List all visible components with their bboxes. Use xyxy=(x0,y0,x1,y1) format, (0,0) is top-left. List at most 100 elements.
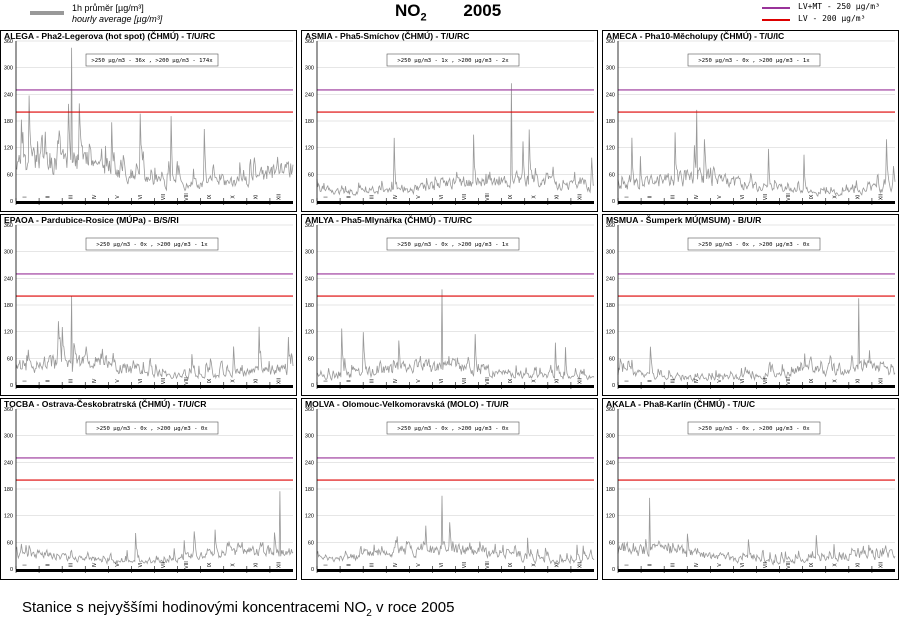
month-label: II xyxy=(648,564,654,567)
y-tick-label: 120 xyxy=(606,146,615,152)
series-line xyxy=(617,109,896,197)
limit-1-label: LV+MT - 250 µg/m³ xyxy=(798,2,880,11)
annotation-box xyxy=(687,421,821,435)
month-label: VII xyxy=(462,378,468,384)
month-label: V xyxy=(115,379,121,383)
figure-caption: Stanice s nejvyššími hodinovými koncentr… xyxy=(22,599,454,619)
annotation-box xyxy=(687,53,821,67)
month-label: IV xyxy=(694,378,700,383)
limit-2-label: LV - 200 µg/m³ xyxy=(798,14,866,23)
annotation-text: >250 µg/m3 - 0x , >200 µg/m3 - 0x xyxy=(96,426,208,432)
y-tick-label: 300 xyxy=(606,250,615,256)
month-label: I xyxy=(23,564,29,565)
y-tick-label: 120 xyxy=(4,514,13,520)
y-tick-label: 180 xyxy=(4,487,13,493)
annotation-text: >250 µg/m3 - 0x , >200 µg/m3 - 0x xyxy=(397,426,509,432)
month-label: VI xyxy=(439,195,445,200)
y-tick-label: 240 xyxy=(4,460,13,466)
y-tick-label: 360 xyxy=(606,223,615,229)
y-tick-label: 240 xyxy=(4,276,13,282)
month-label: XII xyxy=(276,378,282,384)
month-label: VII xyxy=(161,562,167,568)
month-label: III xyxy=(671,379,677,383)
y-tick-label: 300 xyxy=(305,66,314,72)
y-tick-label: 300 xyxy=(305,434,314,440)
month-label: VIII xyxy=(786,561,792,569)
month-label: VIII xyxy=(184,561,190,569)
month-label: I xyxy=(625,564,631,565)
month-label: II xyxy=(347,196,353,199)
month-label: V xyxy=(115,195,121,199)
month-label: VIII xyxy=(485,193,491,201)
month-label: XII xyxy=(577,562,583,568)
y-tick-label: 0 xyxy=(612,383,615,389)
month-label: V xyxy=(115,563,121,567)
y-tick-label: 240 xyxy=(606,460,615,466)
y-tick-label: 180 xyxy=(305,303,314,309)
month-label: I xyxy=(625,380,631,381)
y-tick-label: 300 xyxy=(606,66,615,72)
series-line xyxy=(316,83,595,196)
month-label: XII xyxy=(276,194,282,200)
month-label: VI xyxy=(740,563,746,568)
chart-panel: AKALA - Pha8-Karlín (ČHMÚ) - T/U/C 0 60 120… xyxy=(602,398,899,580)
y-tick-label: 360 xyxy=(4,407,13,413)
month-label: X xyxy=(230,379,236,383)
month-label: IV xyxy=(393,378,399,383)
month-label: II xyxy=(347,564,353,567)
y-tick-label: 120 xyxy=(4,330,13,336)
y-tick-label: 180 xyxy=(305,119,314,125)
chart-panel: AMECA - Pha10-Měcholupy (ČHMÚ) - T/U/IC 0… xyxy=(602,30,899,212)
month-label: I xyxy=(23,196,29,197)
y-tick-label: 60 xyxy=(308,172,314,178)
series-legend-label-en: hourly average [µg/m³] xyxy=(72,14,163,24)
month-label: VIII xyxy=(485,377,491,385)
month-label: VII xyxy=(763,562,769,568)
y-tick-label: 360 xyxy=(4,223,13,229)
month-label: X xyxy=(230,563,236,567)
month-label: VII xyxy=(763,194,769,200)
chart-panel: MOLVA - Olomouc-Velkomoravská (MOLO) - T… xyxy=(301,398,598,580)
month-label: X xyxy=(832,195,838,199)
month-label: V xyxy=(717,563,723,567)
y-tick-label: 240 xyxy=(606,276,615,282)
month-label: VII xyxy=(763,378,769,384)
month-label: VI xyxy=(740,195,746,200)
month-label: XII xyxy=(878,562,884,568)
y-tick-label: 240 xyxy=(305,92,314,98)
panel-title: MOLVA - Olomouc-Velkomoravská (MOLO) - T… xyxy=(305,399,510,409)
y-tick-label: 240 xyxy=(606,92,615,98)
y-tick-label: 60 xyxy=(7,356,13,362)
month-label: II xyxy=(46,380,52,383)
chart-panel: EPAOA - Pardubice-Rosice (MÚPa) - B/S/RI… xyxy=(0,214,297,396)
month-label: III xyxy=(370,563,376,567)
month-label: I xyxy=(324,380,330,381)
month-label: XII xyxy=(878,378,884,384)
chart-panel: MSMUA - Šumperk MÚ(MSUM) - B/U/R 0 60 120 18… xyxy=(602,214,899,396)
month-label: III xyxy=(69,563,75,567)
limit-legend-row-1: LV+MT - 250 µg/m³ xyxy=(762,2,897,14)
panel-title: EPAOA - Pardubice-Rosice (MÚPa) - B/S/RI xyxy=(4,214,179,225)
annotation-text: >250 µg/m3 - 36x , >200 µg/m3 - 174x xyxy=(91,58,213,64)
annotation-text: >250 µg/m3 - 1x , >200 µg/m3 - 2x xyxy=(397,58,509,64)
month-label: VII xyxy=(161,378,167,384)
month-label: V xyxy=(717,379,723,383)
y-tick-label: 60 xyxy=(308,356,314,362)
month-label: IX xyxy=(508,562,514,567)
month-label: X xyxy=(531,379,537,383)
annotation-text: >250 µg/m3 - 0x , >200 µg/m3 - 1x xyxy=(397,242,509,248)
month-label: VIII xyxy=(786,377,792,385)
annotation-text: >250 µg/m3 - 0x , >200 µg/m3 - 0x xyxy=(698,426,810,432)
y-tick-label: 300 xyxy=(4,66,13,72)
month-label: X xyxy=(230,195,236,199)
month-label: X xyxy=(531,563,537,567)
series-legend-label-cz: 1h průměr [µg/m³] xyxy=(72,3,144,13)
month-label: IX xyxy=(207,378,213,383)
y-tick-label: 60 xyxy=(7,540,13,546)
y-tick-label: 60 xyxy=(308,540,314,546)
month-label: X xyxy=(832,379,838,383)
y-tick-label: 240 xyxy=(305,276,314,282)
month-label: III xyxy=(69,195,75,199)
month-label: VIII xyxy=(184,377,190,385)
y-tick-label: 120 xyxy=(305,330,314,336)
